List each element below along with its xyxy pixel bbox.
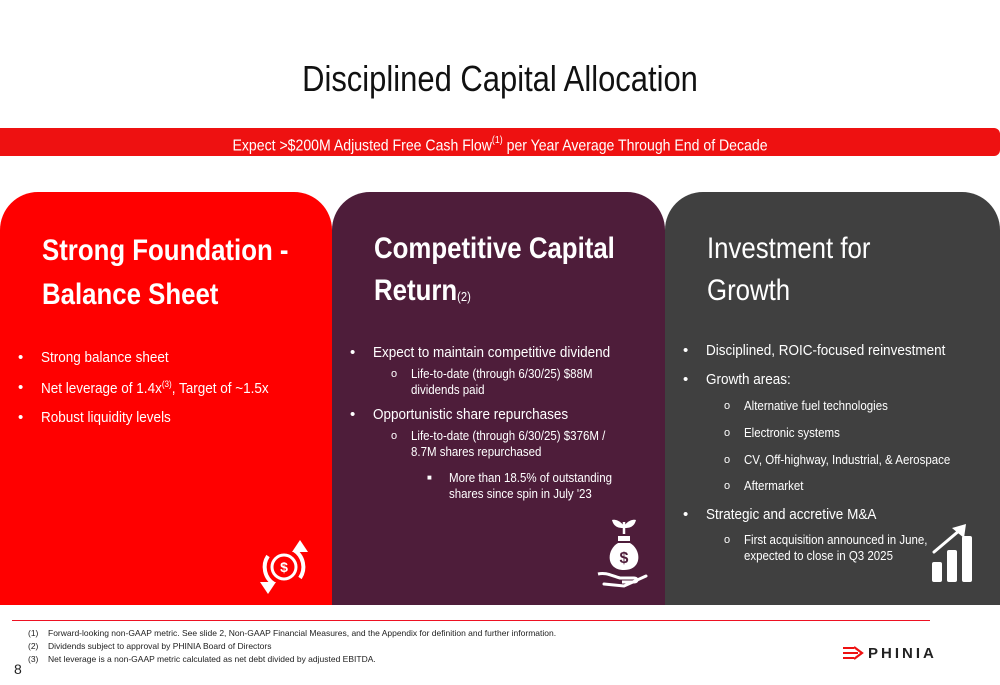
- sub-sub-text: More than 18.5% of outstanding: [449, 471, 613, 485]
- panel-title-line: Investment for: [707, 232, 871, 265]
- footnote-ref: (2): [457, 289, 471, 304]
- bullet-text: Strong balance sheet: [41, 349, 169, 366]
- list-item: Growth areas:: [683, 371, 972, 398]
- sub-text: Electronic systems: [744, 426, 840, 440]
- banner-text: Expect >$200M Adjusted Free Cash Flow(1)…: [232, 128, 767, 160]
- panel-title-line: Strong Foundation -: [42, 234, 289, 267]
- sub-text: CV, Off-highway, Industrial, & Aerospace: [744, 453, 951, 467]
- footnote-text: Net leverage is a non-GAAP metric calcul…: [48, 654, 376, 664]
- list-item: Opportunistic share repurchases: [350, 406, 636, 428]
- phinia-arrow-icon: [843, 646, 864, 660]
- list-item: Net leverage of 1.4x(3), Target of ~1.5x: [18, 379, 294, 409]
- footnote-ref: (3): [161, 379, 172, 389]
- list-item: Expect to maintain competitive dividend: [350, 344, 636, 366]
- sub-sub-text: shares since spin in July '23: [449, 487, 592, 501]
- list-item: Strategic and accretive M&A: [683, 506, 972, 532]
- footnote-number: (2): [28, 641, 39, 651]
- sub-sub-item: More than 18.5% of outstanding shares sin…: [427, 470, 712, 504]
- panel-title-line: Competitive Capital: [374, 232, 615, 265]
- panel-strong-foundation: Strong Foundation - Balance Sheet Strong…: [0, 192, 332, 605]
- sub-text: 8.7M shares repurchased: [411, 445, 542, 459]
- panel-title-line: Return(2): [374, 270, 615, 312]
- bullet-list: Disciplined, ROIC-focused reinvestment G…: [683, 342, 972, 566]
- page-title: Disciplined Capital Allocation: [302, 58, 698, 99]
- sub-item: Alternative fuel technologies: [724, 398, 1000, 425]
- panel-capital-return: Competitive Capital Return(2) Expect to …: [332, 192, 665, 605]
- bullet-text: Opportunistic share repurchases: [373, 406, 569, 423]
- bullet-list: Expect to maintain competitive dividend …: [350, 344, 636, 504]
- panel-investment-growth: Investment for Growth Disciplined, ROIC-…: [665, 192, 1000, 605]
- sub-text: Life-to-date (through 6/30/25) $88M: [411, 367, 593, 381]
- sub-text: expected to close in Q3 2025: [744, 549, 893, 563]
- bullet-text: Net leverage of 1.4x: [41, 380, 162, 397]
- sub-item: First acquisition announced in June, expe…: [724, 532, 1000, 566]
- bullet-list: Strong balance sheet Net leverage of 1.4…: [18, 349, 294, 439]
- panel-title-word: Return: [374, 274, 458, 307]
- money-bag-hand-icon: $: [597, 519, 648, 588]
- footnote-text: Forward-looking non-GAAP metric. See sli…: [48, 628, 557, 638]
- list-item: Strong balance sheet: [18, 349, 294, 379]
- sub-text: dividends paid: [411, 383, 485, 397]
- list-item: Disciplined, ROIC-focused reinvestment: [683, 342, 972, 371]
- list-item: Robust liquidity levels: [18, 409, 294, 439]
- dollar-cycle-icon: $: [260, 540, 308, 594]
- logo-text: PHINIA: [868, 644, 937, 662]
- phinia-logo: PHINIA: [842, 644, 937, 662]
- footer-divider: [12, 620, 930, 621]
- banner-text-tail: per Year Average Through End of Decade: [502, 137, 768, 155]
- panel-title: Strong Foundation - Balance Sheet: [42, 230, 288, 316]
- growth-chart-icon: [932, 524, 972, 582]
- footnote-number: (3): [28, 654, 39, 664]
- sub-text: First acquisition announced in June,: [744, 533, 928, 547]
- panel-title-line: Growth: [707, 274, 791, 307]
- sub-item: CV, Off-highway, Industrial, & Aerospace: [724, 452, 1000, 478]
- banner-text-main: Expect >$200M Adjusted Free Cash Flow: [232, 137, 492, 155]
- footnote-number: (1): [28, 628, 39, 638]
- bullet-text: Expect to maintain competitive dividend: [373, 344, 611, 361]
- bullet-text: Robust liquidity levels: [41, 409, 171, 426]
- sub-item: Life-to-date (through 6/30/25) $88M divid…: [391, 366, 674, 406]
- sub-text: Alternative fuel technologies: [744, 399, 888, 413]
- bullet-text: Growth areas:: [706, 371, 791, 388]
- sub-text: Aftermarket: [744, 479, 804, 493]
- sub-item: Life-to-date (through 6/30/25) $376M / 8.…: [391, 428, 674, 470]
- banner-footnote-ref: (1): [491, 135, 503, 146]
- svg-text:$: $: [280, 559, 288, 575]
- sub-item: Aftermarket: [724, 478, 1000, 506]
- bullet-text-tail: , Target of ~1.5x: [171, 380, 269, 397]
- footnote-text: Dividends subject to approval by PHINIA …: [48, 641, 272, 651]
- sub-item: Electronic systems: [724, 425, 1000, 452]
- bullet-text: Disciplined, ROIC-focused reinvestment: [706, 342, 946, 359]
- bullet-text: Strategic and accretive M&A: [706, 506, 877, 523]
- panel-title: Competitive Capital Return(2): [374, 228, 615, 312]
- panel-title: Investment for Growth: [707, 228, 870, 312]
- panel-title-line: Balance Sheet: [42, 278, 219, 311]
- svg-text:$: $: [620, 550, 629, 567]
- cash-flow-banner: Expect >$200M Adjusted Free Cash Flow(1)…: [0, 128, 1000, 156]
- sub-text: Life-to-date (through 6/30/25) $376M /: [411, 429, 606, 443]
- page-number: 8: [14, 661, 22, 677]
